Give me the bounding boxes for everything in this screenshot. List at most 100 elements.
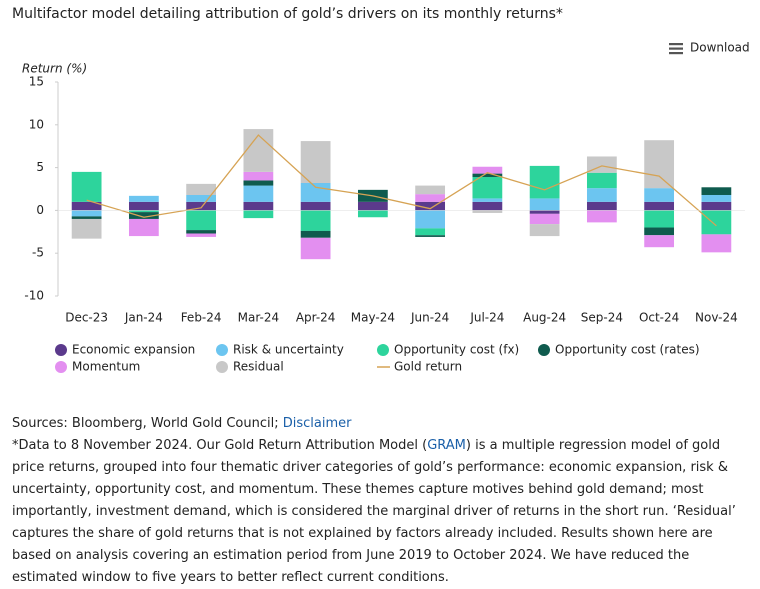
x-tick-label: Dec-23 <box>65 311 108 325</box>
bar-segment <box>529 213 560 225</box>
bar-segment <box>243 129 274 172</box>
legend-marker <box>216 344 228 356</box>
bar-segment <box>472 201 503 211</box>
bar-segment <box>128 210 159 213</box>
legend-marker <box>377 344 389 356</box>
bar-segment <box>186 194 217 202</box>
note-text: *Data to 8 November 2024. Our Gold Retur… <box>12 438 428 453</box>
bar-segment <box>243 185 274 202</box>
bar-segment <box>243 210 274 219</box>
bar-segment <box>644 188 675 202</box>
bar-segment <box>300 237 331 260</box>
bar-segment <box>243 201 274 211</box>
bar-segment <box>586 188 617 202</box>
line <box>86 134 717 227</box>
legend-label: Gold return <box>394 360 462 374</box>
bar-segment <box>300 230 331 238</box>
x-tick-label: May-24 <box>351 311 395 325</box>
bar-segment <box>300 141 331 184</box>
sources-text: Sources: Bloomberg, World Gold Council; <box>12 416 279 431</box>
legend-marker <box>538 344 550 356</box>
y-tick-label: -5 <box>32 246 44 260</box>
x-tick-label: Sep-24 <box>581 311 623 325</box>
note: *Data to 8 November 2024. Our Gold Retur… <box>12 435 754 589</box>
legend-label: Residual <box>233 360 284 374</box>
bar-segment <box>529 224 560 237</box>
bar-segment <box>186 210 217 231</box>
sources: Sources: Bloomberg, World Gold Council; … <box>12 413 754 435</box>
bar-segment <box>472 173 503 178</box>
bar-segment <box>186 233 217 237</box>
bar-segment <box>586 201 617 211</box>
bar-segment <box>415 235 446 237</box>
bar-segment <box>701 234 732 253</box>
bar-segment <box>300 210 331 231</box>
page: Multifactor model detailing attribution … <box>12 6 750 585</box>
bar-segment <box>243 171 274 181</box>
y-tick-label: -10 <box>24 289 44 303</box>
legend-marker <box>55 361 67 373</box>
bar-segment <box>71 218 102 239</box>
disclaimer-link[interactable]: Disclaimer <box>282 416 352 431</box>
bar-segment <box>243 180 274 186</box>
bar-segment <box>529 198 560 211</box>
legend-label: Economic expansion <box>72 343 195 357</box>
menu-icon <box>669 52 683 55</box>
x-tick-label: Jun-24 <box>410 311 449 325</box>
y-tick-label: 5 <box>36 160 44 174</box>
bar-segment <box>644 227 675 236</box>
bar-segment <box>186 201 217 211</box>
bar-segment <box>415 201 446 211</box>
legend-label: Risk & uncertainty <box>233 343 344 357</box>
bar-segment <box>71 171 102 202</box>
chart: Download Return (%) -10 -5 0 5 10 15 Dec-23 Jan… <box>22 41 750 374</box>
bar-segment <box>415 228 446 236</box>
bar-segment <box>701 194 732 202</box>
bar-segment <box>644 210 675 228</box>
bar-segment <box>472 177 503 199</box>
bar-segment <box>701 210 732 235</box>
bar-segment <box>128 195 159 202</box>
bar-segment <box>586 172 617 189</box>
bar-segment <box>644 201 675 211</box>
download-button[interactable]: Download <box>669 41 750 55</box>
x-tick-label: Apr-24 <box>296 311 336 325</box>
x-tick-label: Oct-24 <box>639 311 679 325</box>
download-label[interactable]: Download <box>690 41 750 55</box>
bar-segment <box>701 201 732 211</box>
bar-segment <box>186 183 217 195</box>
bar-segment <box>586 210 617 223</box>
legend-marker <box>55 344 67 356</box>
y-tick-label: 0 <box>36 203 44 217</box>
legend-label: Momentum <box>72 360 140 374</box>
bar-segment <box>415 185 446 195</box>
chart-title: Multifactor model detailing attribution … <box>12 6 563 22</box>
bar-segment <box>415 194 446 202</box>
bar-segment <box>472 198 503 202</box>
x-tick-label: Nov-24 <box>695 311 738 325</box>
legend-label: Opportunity cost (fx) <box>394 343 519 357</box>
bar-segment <box>186 230 217 234</box>
bar-segment <box>128 212 159 219</box>
bar-segment <box>71 210 102 217</box>
bar-segment <box>529 210 560 214</box>
menu-icon <box>669 47 683 50</box>
y-tick-label: 10 <box>29 117 44 131</box>
bar-segment <box>71 201 102 211</box>
bar-segment <box>300 183 331 202</box>
bar-segment <box>128 201 159 211</box>
x-tick-label: Jul-24 <box>469 311 504 325</box>
bar-segment <box>472 210 503 213</box>
bar-segment <box>71 216 102 219</box>
note-text: ) is a multiple regression model of gold… <box>12 438 736 585</box>
x-tick-label: Jan-24 <box>124 311 163 325</box>
bar-segment <box>357 201 388 211</box>
y-axis-title: Return (%) <box>22 62 87 76</box>
x-tick-label: Mar-24 <box>238 311 279 325</box>
x-tick-label: Feb-24 <box>181 311 222 325</box>
gram-link[interactable]: GRAM <box>427 438 466 453</box>
notes: Sources: Bloomberg, World Gold Council; … <box>12 413 754 589</box>
bar-segment <box>415 210 446 229</box>
legend-label: Opportunity cost (rates) <box>555 343 700 357</box>
bar-segment <box>644 235 675 248</box>
